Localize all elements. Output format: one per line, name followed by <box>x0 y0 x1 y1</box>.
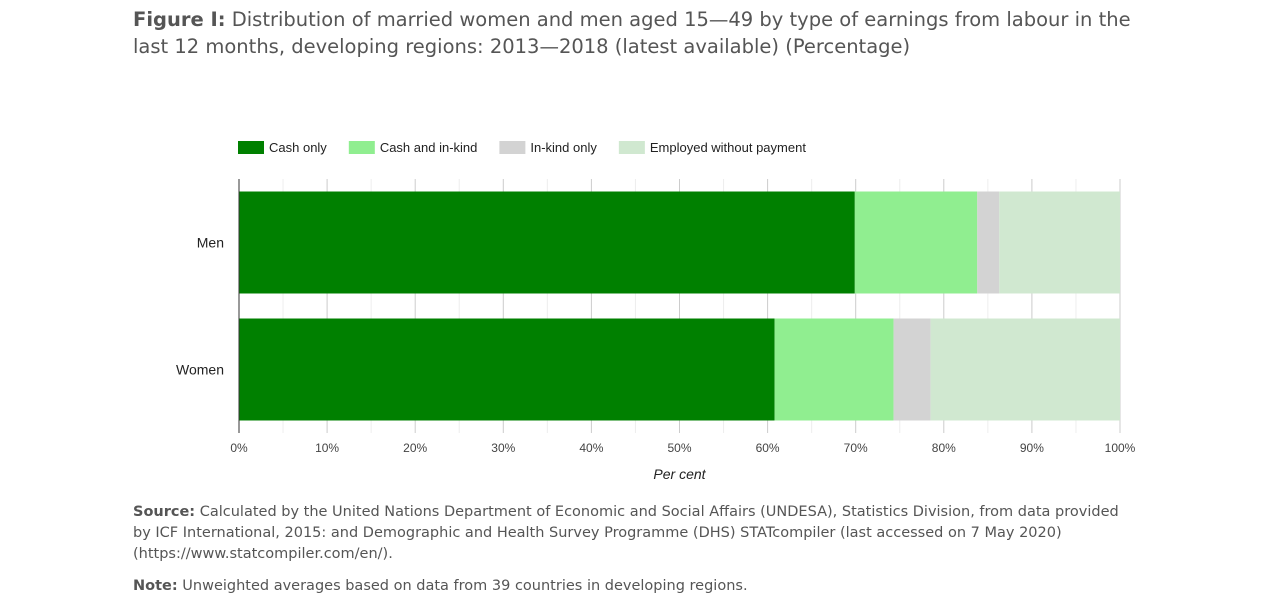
legend-label-1: Cash and in-kind <box>380 140 478 155</box>
bar-men-3 <box>999 191 1120 294</box>
legend-swatch-1 <box>348 141 375 154</box>
source-note: Source: Calculated by the United Nations… <box>133 502 1133 565</box>
note-label: Note: <box>133 578 178 594</box>
x-axis-label: Per cent <box>653 466 706 482</box>
x-tick-label: 10% <box>315 441 339 455</box>
x-tick-label: 90% <box>1020 441 1044 455</box>
x-tick-label: 30% <box>491 441 515 455</box>
stacked-bar-chart: Cash only Cash and in-kind In-kind only Emp… <box>176 140 1136 482</box>
figure-label: Figure I: <box>133 8 226 31</box>
legend-swatch-2 <box>499 141 526 154</box>
legend-label-0: Cash only <box>269 140 327 155</box>
chart-title: Figure I: Distribution of married women … <box>133 6 1163 60</box>
category-label-men: Men <box>197 235 224 251</box>
bar-men-2 <box>977 191 1000 294</box>
x-tick-label: 50% <box>667 441 691 455</box>
note: Note: Unweighted averages based on data … <box>133 576 1133 597</box>
legend-label-3: Employed without payment <box>650 140 806 155</box>
x-tick-label: 0% <box>230 441 248 455</box>
source-label: Source: <box>133 504 196 520</box>
note-text: Unweighted averages based on data from 3… <box>182 578 748 594</box>
category-label-women: Women <box>176 362 224 378</box>
x-tick-label: 20% <box>403 441 427 455</box>
bar-women-3 <box>930 318 1120 421</box>
legend-swatch-3 <box>618 141 645 154</box>
bar-women-2 <box>893 318 931 421</box>
x-tick-label: 100% <box>1105 441 1136 455</box>
chart-bars <box>239 191 1120 421</box>
x-tick-label: 70% <box>844 441 868 455</box>
bar-men-1 <box>854 191 978 294</box>
bar-women-0 <box>239 318 775 421</box>
source-text: Calculated by the United Nations Departm… <box>133 504 1119 562</box>
bar-men-0 <box>239 191 855 294</box>
x-tick-label: 80% <box>932 441 956 455</box>
legend-swatch-0 <box>238 141 264 154</box>
x-tick-label: 60% <box>756 441 780 455</box>
x-tick-label: 40% <box>579 441 603 455</box>
legend-label-2: In-kind only <box>530 140 597 155</box>
bar-women-1 <box>774 318 894 421</box>
figure-title-text: Distribution of married women and men ag… <box>133 8 1131 58</box>
chart-legend: Cash only Cash and in-kind In-kind only Emp… <box>238 140 806 155</box>
chart-axis: Men Women 0% 10% 20% 30% 40% 50% 60% 70% 80% 90% 100… <box>176 179 1136 482</box>
